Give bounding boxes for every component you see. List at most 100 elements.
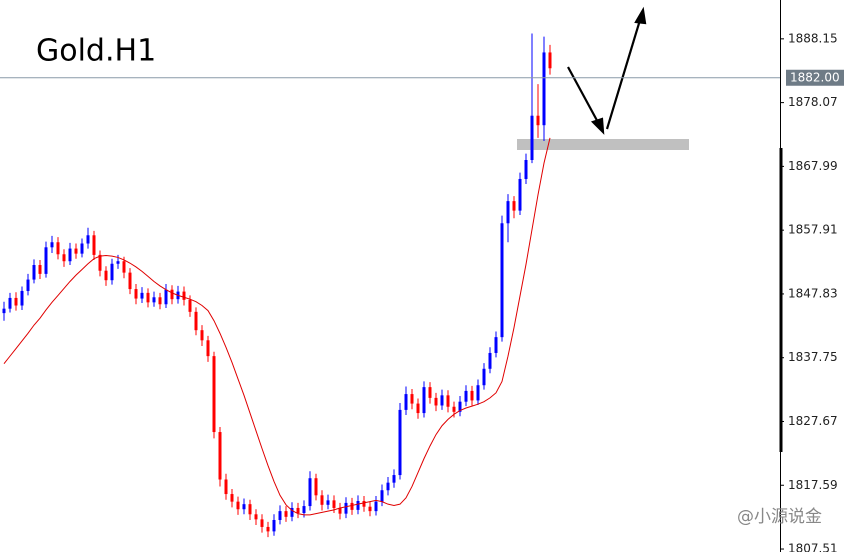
candle-body	[278, 511, 282, 520]
candle-body	[266, 526, 270, 532]
candle-body	[86, 235, 90, 244]
y-tick-label: 1807.51	[788, 542, 838, 552]
candle-body	[536, 115, 540, 126]
candle-body	[482, 368, 486, 386]
candle-body	[14, 297, 18, 306]
candle-body	[344, 502, 348, 514]
candle-body	[26, 279, 30, 291]
candle-body	[8, 297, 12, 309]
candle-body	[170, 289, 174, 300]
candle-body	[218, 432, 222, 480]
candle-body	[434, 397, 438, 406]
candle-body	[374, 501, 378, 512]
candle-body	[188, 299, 192, 312]
candle-body	[2, 308, 6, 314]
candle-body	[206, 340, 210, 357]
candle-body	[20, 290, 24, 306]
candle-body	[272, 519, 276, 532]
arrow-down	[567, 66, 601, 127]
candle-body	[290, 507, 294, 517]
y-tick-label: 1888.15	[788, 31, 838, 45]
arrow-head	[634, 6, 647, 25]
candle-body	[356, 501, 360, 510]
candle-body	[500, 223, 504, 338]
candle-body	[50, 242, 54, 248]
arrow-up	[605, 19, 642, 130]
support-zone	[517, 139, 689, 150]
y-tick-label: 1827.67	[788, 414, 838, 428]
candle-body	[548, 52, 552, 69]
candle-body	[380, 490, 384, 502]
candle-body	[320, 495, 324, 505]
candle-body	[44, 247, 48, 274]
candle-body	[518, 178, 522, 211]
candle-body	[494, 337, 498, 353]
candle-body	[398, 409, 402, 476]
candle-body	[314, 478, 318, 496]
candle-body	[416, 403, 420, 414]
candle-body	[92, 235, 96, 255]
candle-body	[38, 265, 42, 274]
y-tick-label: 1837.75	[788, 350, 838, 364]
candle-body	[230, 494, 234, 502]
arrow-head	[590, 117, 605, 135]
candle-body	[362, 501, 366, 507]
candle-body	[116, 261, 120, 264]
candle-body	[110, 263, 114, 281]
candle-body	[152, 297, 156, 303]
candle-body	[338, 507, 342, 514]
candle-body	[74, 248, 78, 254]
candle-body	[524, 160, 528, 179]
candle-body	[446, 395, 450, 407]
candle-body	[308, 478, 312, 507]
candle-body	[68, 248, 72, 262]
candle-body	[98, 254, 102, 271]
candle-body	[122, 261, 126, 273]
price-label: 1882.00	[790, 70, 840, 84]
candle-body	[488, 352, 492, 369]
candle-body	[464, 390, 468, 402]
chart-title: Gold.H1	[36, 34, 156, 69]
candle-body	[284, 511, 288, 517]
forecast-arrows	[567, 6, 647, 135]
moving-average	[3, 137, 551, 516]
candle-body	[506, 201, 510, 224]
candle-body	[542, 52, 546, 126]
candles	[2, 33, 552, 538]
candle-body	[224, 479, 228, 495]
candle-body	[104, 270, 108, 281]
candle-body	[248, 504, 252, 515]
candle-body	[302, 506, 306, 514]
candle-body	[296, 507, 300, 514]
candle-body	[242, 504, 246, 510]
candle-body	[254, 514, 258, 520]
candle-body	[194, 311, 198, 331]
y-tick-label: 1857.91	[788, 223, 838, 237]
candle-body	[32, 265, 36, 280]
candle-body	[404, 394, 408, 410]
candle-body	[260, 519, 264, 527]
candle-body	[128, 272, 132, 290]
candle-body	[512, 201, 516, 211]
y-tick-label: 1817.59	[788, 478, 838, 492]
candle-body	[368, 506, 372, 512]
candle-body	[212, 356, 216, 433]
candle-body	[146, 292, 150, 303]
candle-body	[422, 387, 426, 414]
candle-body	[386, 482, 390, 491]
candle-body	[410, 394, 414, 404]
watermark: @小源说金	[737, 507, 822, 527]
candle-body	[326, 500, 330, 505]
candle-body	[458, 401, 462, 412]
candle-body	[182, 291, 186, 300]
price-label-box	[786, 69, 844, 86]
candle-body	[530, 115, 534, 161]
candle-body	[80, 243, 84, 254]
candle-body	[440, 395, 444, 406]
candle-body	[476, 385, 480, 401]
y-tick-label: 1847.83	[788, 286, 838, 300]
candle-body	[428, 387, 432, 398]
candle-body	[140, 292, 144, 299]
